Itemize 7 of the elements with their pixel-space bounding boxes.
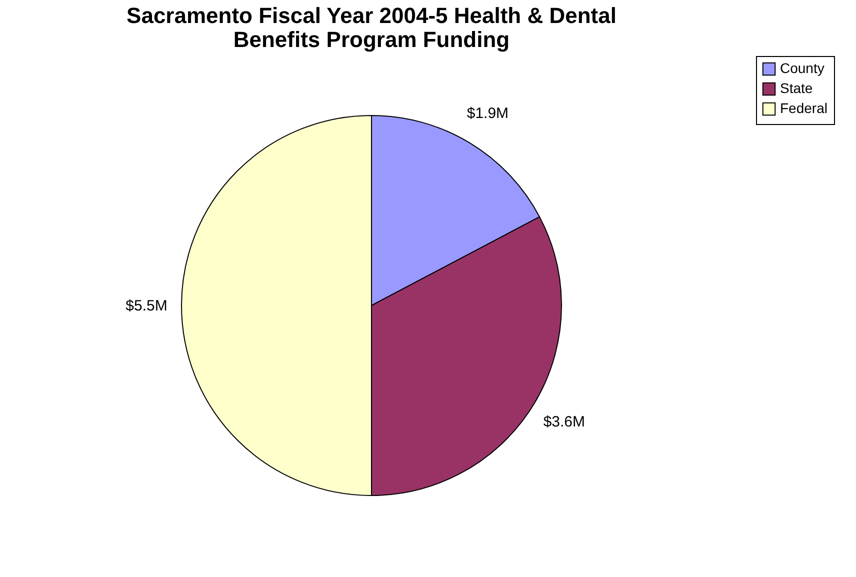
- data-label: $3.6M: [543, 414, 586, 431]
- data-label: $1.9M: [466, 104, 509, 122]
- chart-title: Sacramento Fiscal Year 2004-5 Health & Dental Benefits Program Funding: [126, 3, 616, 52]
- data-label: $5.5M: [126, 298, 168, 314]
- legend-label: State: [780, 80, 813, 96]
- legend-label: Federal: [780, 100, 828, 116]
- legend-label: County: [780, 60, 824, 76]
